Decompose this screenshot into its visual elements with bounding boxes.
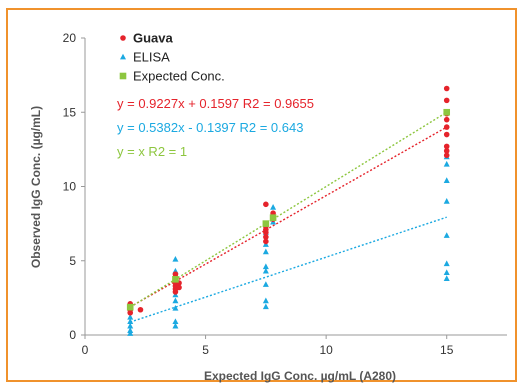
elisa-point [172,304,179,311]
x-axis-title: Expected IgG Conc. µg/mL (A280) [204,369,396,383]
elisa-point [262,281,269,287]
guava-point [443,148,450,154]
elisa-point [172,297,179,304]
elisa-point [127,322,134,329]
expected-conc-point [269,214,277,221]
elisa-point [127,327,134,333]
elisa-point [172,318,179,325]
elisa-point [127,313,134,320]
elisa-point [443,275,450,281]
trendline-elisa [129,216,447,323]
trendline-expected-conc [129,111,448,308]
trendline-equation: y = x R2 = 1 [117,144,187,159]
elisa-point [443,232,450,238]
trendline-equation: y = 0.9227x + 0.1597 R2 = 0.9655 [117,96,314,111]
guava-point [263,238,269,245]
legend-label-elisa: ELISA [133,50,170,65]
trendline-guava [129,126,448,308]
guava-point [176,284,182,291]
data-points [126,85,451,336]
guava-point [263,201,269,208]
guava-point [443,143,450,150]
y-tick-label: 15 [63,105,77,119]
guava-point [443,85,450,92]
guava-point [172,271,179,277]
trendline-equations: y = 0.9227x + 0.1597 R2 = 0.9655 y = 0.53… [117,96,314,159]
elisa-point [443,260,450,267]
axes [81,37,507,339]
elisa-point [127,318,134,325]
expected-conc-point [443,108,451,116]
expected-conc-point [262,220,270,227]
trendlines [129,111,448,323]
elisa-point [270,203,277,210]
guava-point [443,124,450,130]
guava-point [443,131,450,138]
y-tick-label: 20 [63,31,77,45]
expected-conc-point [172,276,179,283]
guava-point [137,306,144,313]
legend-label-expected-conc: Expected Conc. [133,69,225,84]
elisa-point [443,269,450,276]
legend-marker-elisa [120,53,126,60]
legend-label-guava: Guava [133,31,174,46]
elisa-point [262,303,269,310]
elisa-point [443,160,450,167]
trendline-equation: y = 0.5382x - 0.1397 R2 = 0.643 [117,120,303,135]
x-tick-label: 5 [202,343,209,357]
elisa-point [127,330,134,336]
legend-marker-expected-conc [119,72,127,80]
elisa-point [262,297,269,304]
chart-frame [6,8,517,382]
x-tick-label: 15 [440,343,454,357]
y-axis-title: Observed IgG Conc. (µg/mL) [29,106,43,268]
y-tick-label: 5 [69,254,76,268]
elisa-point [262,267,269,274]
guava-point [443,97,450,104]
y-tick-label: 0 [69,328,76,342]
guava-point [263,234,269,240]
x-tick-label: 0 [82,343,89,357]
y-tick-label: 10 [63,180,77,194]
elisa-point [172,322,179,329]
elisa-point [172,255,179,262]
elisa-point [443,177,450,183]
x-tick-label: 10 [319,343,333,357]
elisa-point [262,248,269,255]
elisa-point [443,198,450,204]
legend-marker-guava [120,35,126,41]
elisa-point [262,263,269,270]
expected-conc-point [126,303,134,311]
guava-point [443,116,450,123]
legend: Guava ELISA Expected Conc. [119,31,225,84]
guava-point [443,152,450,159]
tick-labels: 0 5 10 15 0 5 10 15 20 [63,31,454,357]
